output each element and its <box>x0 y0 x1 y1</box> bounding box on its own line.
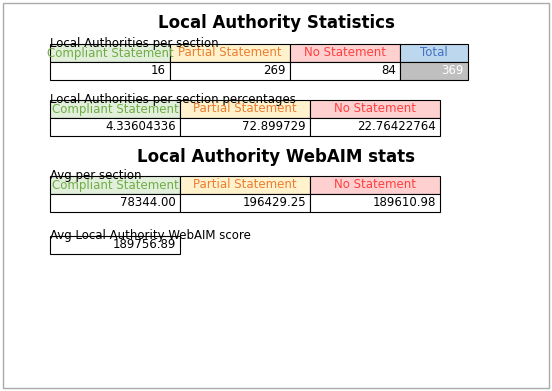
Text: 269: 269 <box>263 65 286 77</box>
Text: Avg per section: Avg per section <box>50 170 141 183</box>
Text: Compliant Statement: Compliant Statement <box>46 47 173 59</box>
Text: No Statement: No Statement <box>334 102 416 115</box>
Text: 16: 16 <box>151 65 166 77</box>
Text: 189610.98: 189610.98 <box>373 197 436 210</box>
Bar <box>290 62 400 80</box>
Text: Compliant Statement: Compliant Statement <box>52 179 178 192</box>
Text: 84: 84 <box>381 65 396 77</box>
Text: 4.33604336: 4.33604336 <box>105 120 176 133</box>
Bar <box>400 62 468 80</box>
Text: Partial Statement: Partial Statement <box>193 179 297 192</box>
Bar <box>180 194 310 212</box>
Bar <box>180 118 310 136</box>
Bar <box>290 44 400 62</box>
Text: Local Authority WebAIM stats: Local Authority WebAIM stats <box>137 148 415 166</box>
Bar <box>400 44 468 62</box>
Text: 78344.00: 78344.00 <box>120 197 176 210</box>
Text: 369: 369 <box>442 65 464 77</box>
Bar <box>50 176 180 194</box>
Bar <box>310 176 440 194</box>
Text: Compliant Statement: Compliant Statement <box>52 102 178 115</box>
Bar <box>310 100 440 118</box>
Text: Total: Total <box>420 47 448 59</box>
Text: Local Authorities per section percentages: Local Authorities per section percentage… <box>50 93 296 106</box>
Bar <box>50 194 180 212</box>
Bar <box>50 118 180 136</box>
Text: No Statement: No Statement <box>334 179 416 192</box>
Text: 196429.25: 196429.25 <box>242 197 306 210</box>
Text: Local Authorities per section: Local Authorities per section <box>50 38 219 50</box>
Text: Partial Statement: Partial Statement <box>193 102 297 115</box>
Text: No Statement: No Statement <box>304 47 386 59</box>
Bar <box>180 176 310 194</box>
Bar <box>50 236 180 254</box>
Bar <box>50 44 170 62</box>
Text: Partial Statement: Partial Statement <box>178 47 282 59</box>
Bar <box>50 62 170 80</box>
Bar <box>50 100 180 118</box>
Bar <box>310 194 440 212</box>
Text: Local Authority Statistics: Local Authority Statistics <box>157 14 395 32</box>
Bar <box>170 44 290 62</box>
Text: 72.899729: 72.899729 <box>242 120 306 133</box>
Bar <box>170 62 290 80</box>
Bar <box>310 118 440 136</box>
Text: Avg Local Authority WebAIM score: Avg Local Authority WebAIM score <box>50 230 251 242</box>
Text: 22.76422764: 22.76422764 <box>357 120 436 133</box>
Text: 189756.89: 189756.89 <box>113 239 176 251</box>
Bar <box>180 100 310 118</box>
